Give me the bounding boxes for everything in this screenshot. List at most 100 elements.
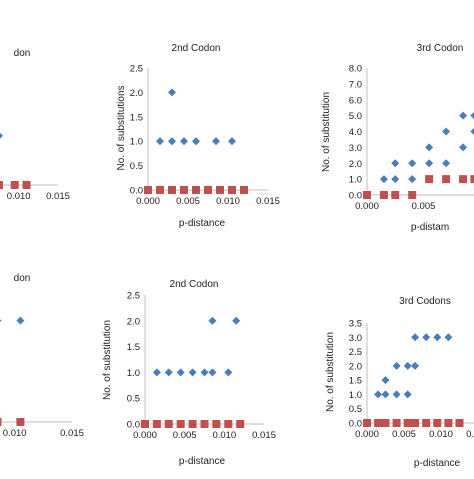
x-axis-label: p-distam bbox=[411, 222, 449, 233]
data-point-square bbox=[403, 419, 412, 427]
y-tick-label: 3.0 bbox=[349, 143, 362, 154]
data-point-square bbox=[141, 420, 149, 428]
chart-title: don bbox=[14, 273, 31, 284]
data-point-diamond bbox=[156, 137, 164, 146]
data-point-square bbox=[228, 186, 236, 194]
data-point-diamond bbox=[192, 137, 200, 146]
data-point-diamond bbox=[381, 376, 390, 385]
data-point-diamond bbox=[228, 137, 236, 146]
y-tick-label: 8.0 bbox=[349, 64, 362, 75]
data-point-diamond bbox=[433, 333, 442, 342]
chart-panel-6: 3rd Codons 0.0 0.5 1.0 1.5 2.0 2.5 3.0 3.5 0.000 0… bbox=[325, 296, 474, 469]
data-point-diamond bbox=[408, 175, 417, 184]
x-tick-label: 0.015 bbox=[60, 428, 84, 439]
data-point-diamond bbox=[422, 333, 431, 342]
data-point-diamond bbox=[16, 316, 25, 325]
data-point-square bbox=[216, 186, 224, 194]
data-point-diamond bbox=[180, 137, 188, 146]
y-tick-label: 1.0 bbox=[130, 137, 143, 148]
chart-panel-1: don 0.010 0.015 bbox=[0, 48, 70, 202]
data-point-diamond bbox=[176, 368, 185, 377]
data-point-diamond bbox=[0, 132, 3, 139]
data-point-diamond bbox=[392, 361, 401, 370]
data-point-diamond bbox=[381, 390, 390, 399]
data-point-diamond bbox=[392, 390, 401, 399]
y-tick-label: 5.0 bbox=[349, 111, 362, 122]
data-point-diamond bbox=[403, 361, 412, 370]
data-point-square bbox=[240, 186, 248, 194]
x-tick-label: 0.015 bbox=[256, 196, 280, 207]
data-point-square bbox=[408, 191, 417, 199]
data-point-diamond bbox=[391, 159, 400, 168]
data-point-square bbox=[192, 186, 200, 194]
data-point-square bbox=[164, 420, 173, 428]
x-tick-label: 0.010 bbox=[3, 428, 27, 439]
data-point-diamond bbox=[442, 159, 451, 168]
data-point-diamond bbox=[152, 368, 161, 377]
y-tick-label: 2.5 bbox=[127, 291, 140, 302]
data-point-diamond bbox=[411, 361, 420, 370]
x-tick-label: 0.015 bbox=[466, 429, 474, 440]
data-point-diamond bbox=[425, 159, 434, 168]
data-point-diamond bbox=[212, 137, 220, 146]
y-axis-label: No. of substitution bbox=[321, 92, 332, 172]
data-point-square bbox=[459, 175, 468, 184]
x-tick-label: 0.015 bbox=[46, 191, 70, 202]
data-point-square bbox=[411, 419, 420, 427]
data-point-diamond bbox=[411, 333, 420, 342]
y-tick-label: 7.0 bbox=[349, 79, 362, 90]
x-tick-label: 0.000 bbox=[136, 196, 160, 207]
y-axis-label: No. of substitution bbox=[325, 332, 336, 412]
data-point-square bbox=[0, 418, 2, 426]
data-point-square bbox=[236, 420, 245, 428]
chart-title: don bbox=[14, 48, 31, 59]
y-tick-label: 6.0 bbox=[349, 95, 362, 106]
data-point-square bbox=[22, 181, 31, 189]
data-point-square bbox=[224, 420, 233, 428]
chart-title: 3rd Codon bbox=[417, 43, 464, 54]
data-point-diamond bbox=[168, 137, 176, 146]
y-axis-label: No. of substitutions bbox=[116, 85, 127, 170]
x-tick-label: 0.010 bbox=[216, 196, 240, 207]
y-tick-label: 0.0 bbox=[349, 191, 362, 202]
data-point-square bbox=[391, 191, 400, 199]
y-tick-label: 2.0 bbox=[127, 316, 140, 327]
y-tick-label: 0.0 bbox=[349, 419, 362, 430]
data-point-square bbox=[363, 419, 371, 427]
data-point-square bbox=[374, 419, 383, 427]
y-tick-label: 2.0 bbox=[130, 88, 143, 99]
data-point-diamond bbox=[200, 368, 209, 377]
data-point-square bbox=[422, 419, 431, 427]
y-tick-label: 3.5 bbox=[349, 319, 362, 330]
y-tick-label: 1.5 bbox=[127, 342, 140, 353]
data-point-square bbox=[152, 420, 161, 428]
data-point-square bbox=[433, 419, 442, 427]
data-point-square bbox=[444, 419, 453, 427]
y-tick-label: 2.5 bbox=[349, 347, 362, 358]
data-point-diamond bbox=[470, 111, 474, 120]
y-tick-label: 2.0 bbox=[349, 159, 362, 170]
y-tick-label: 1.0 bbox=[127, 368, 140, 379]
data-point-square bbox=[188, 420, 197, 428]
y-tick-label: 3.0 bbox=[349, 333, 362, 344]
y-tick-label: 4.0 bbox=[349, 127, 362, 138]
data-point-square bbox=[156, 186, 164, 194]
y-axis-label: No. of substitution bbox=[102, 320, 113, 400]
x-tick-label: 0.000 bbox=[133, 430, 157, 441]
x-tick-label: 0.010 bbox=[429, 429, 453, 440]
data-point-diamond bbox=[374, 390, 383, 399]
data-point-diamond bbox=[224, 368, 233, 377]
data-point-square bbox=[168, 186, 176, 194]
y-tick-label: 1.0 bbox=[349, 175, 362, 186]
data-point-diamond bbox=[0, 319, 2, 323]
y-tick-label: 0.0 bbox=[130, 186, 143, 197]
y-tick-label: 1.0 bbox=[349, 390, 362, 401]
x-tick-label: 0.000 bbox=[355, 201, 379, 212]
x-tick-label: 0.015 bbox=[252, 430, 276, 441]
data-point-square bbox=[392, 419, 401, 427]
data-point-square bbox=[455, 419, 464, 427]
data-point-diamond bbox=[425, 143, 434, 152]
chart-title: 3rd Codons bbox=[399, 296, 451, 307]
data-point-square bbox=[379, 191, 388, 199]
x-tick-label: 0.005 bbox=[176, 196, 200, 207]
